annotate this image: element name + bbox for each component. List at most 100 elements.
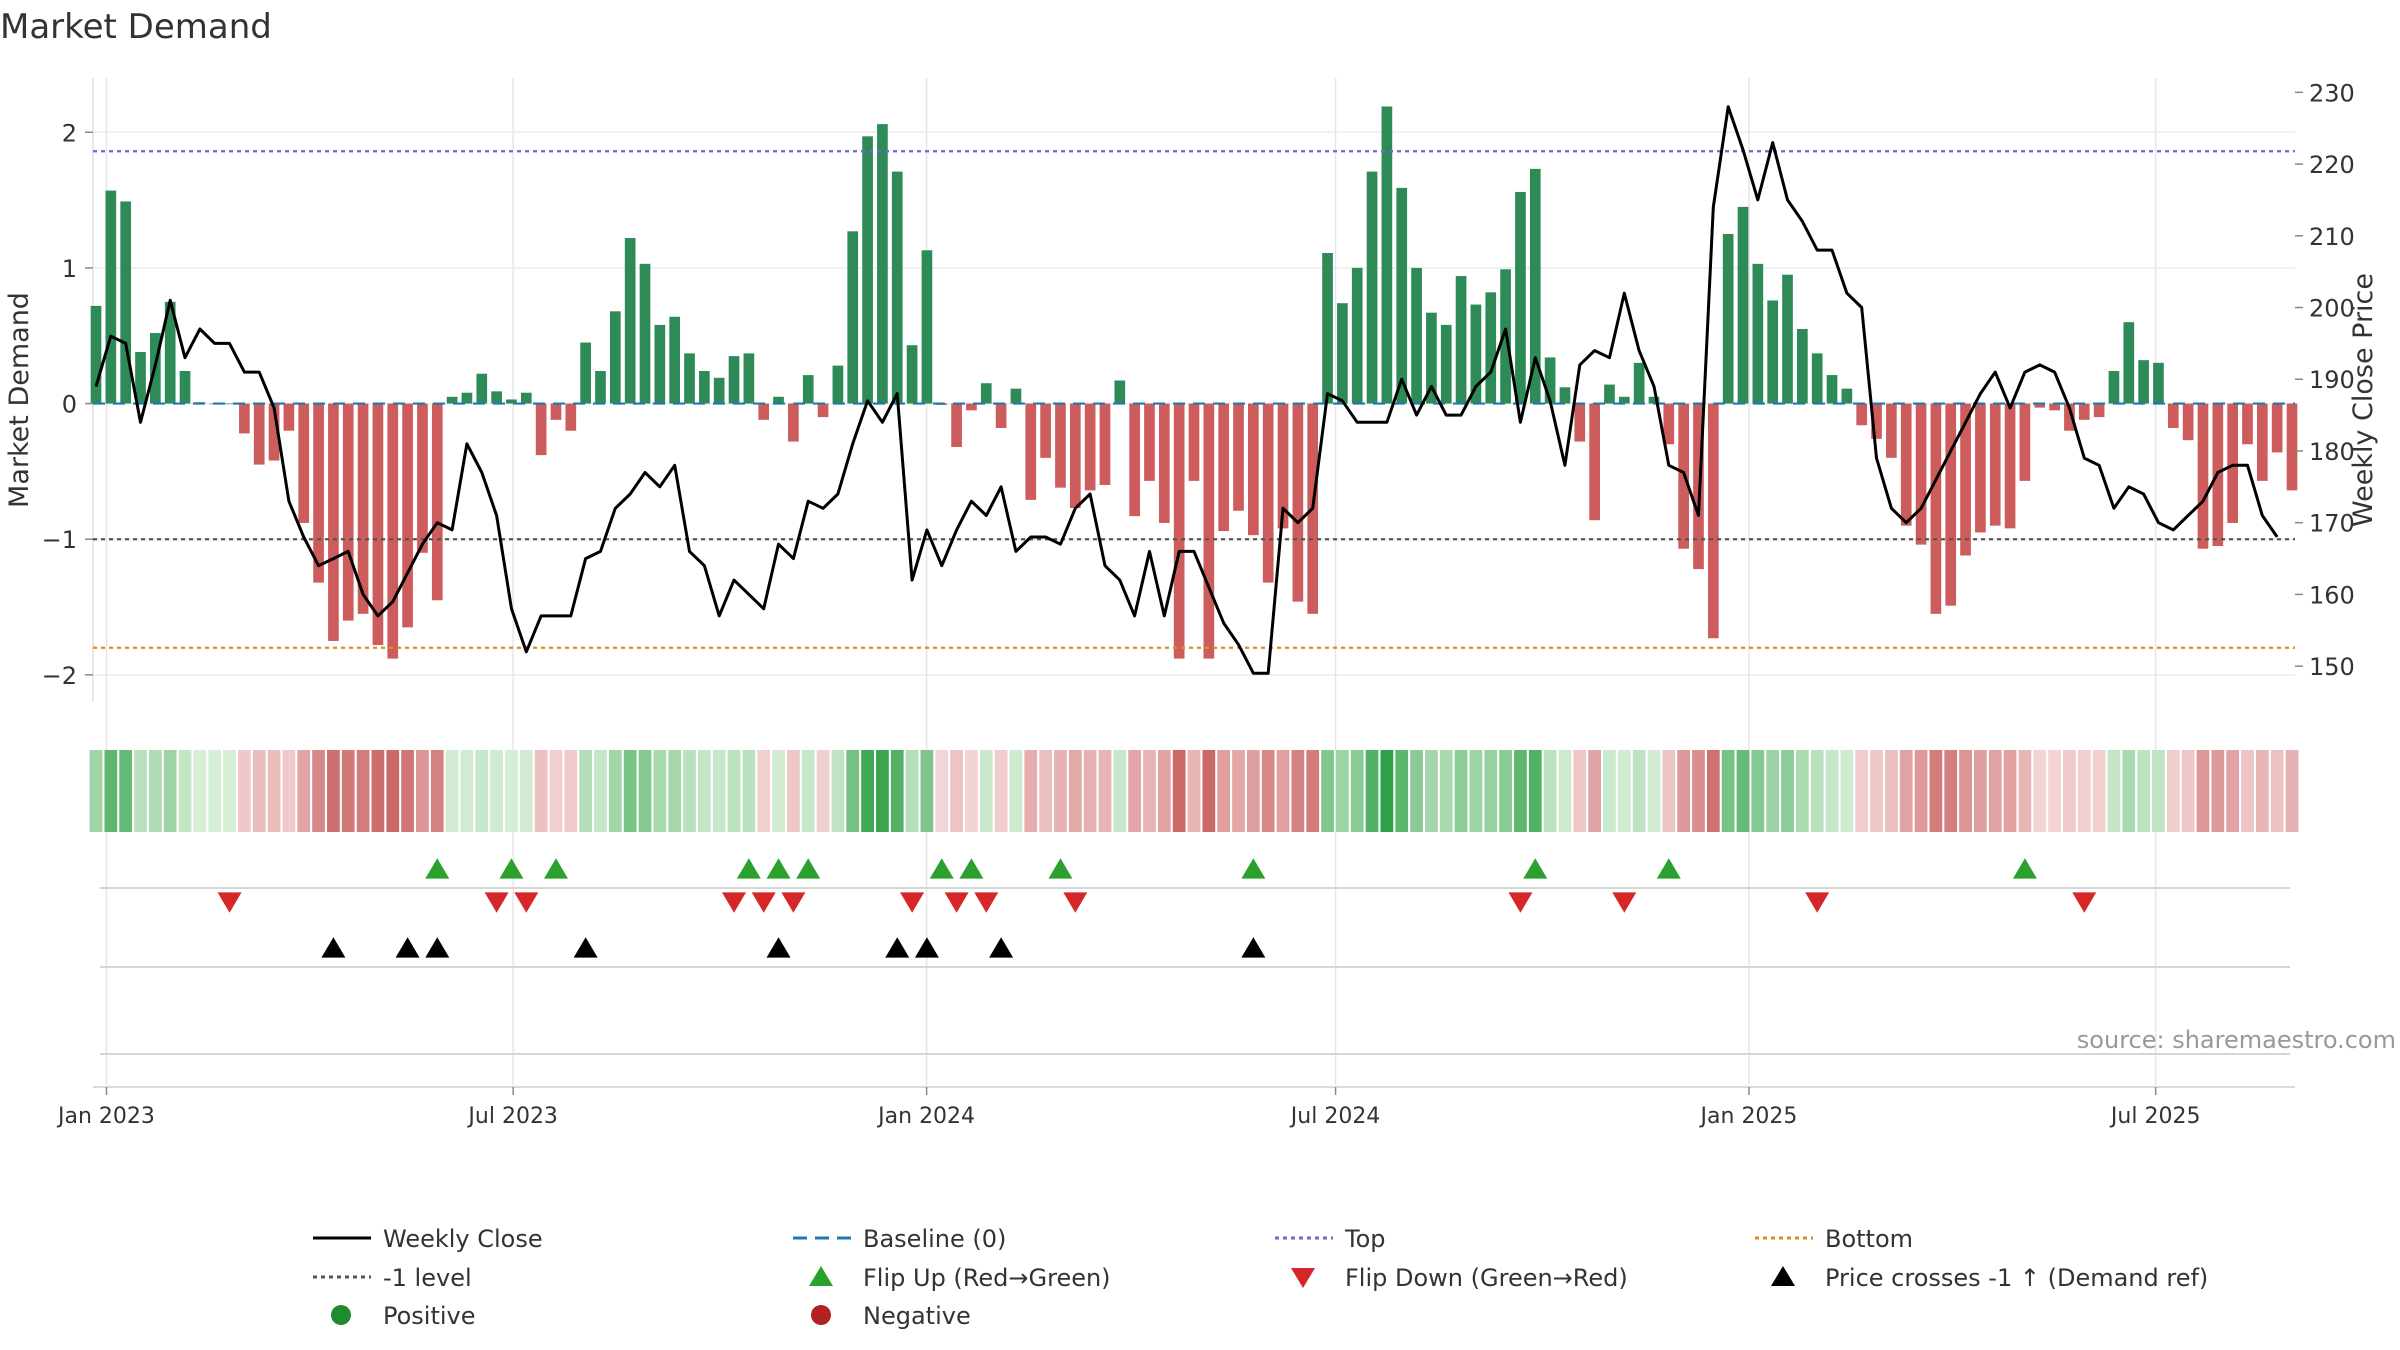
positive-demand-bar: [802, 375, 814, 404]
positive-demand-bar: [669, 316, 681, 404]
positive-demand-bar: [1322, 252, 1333, 404]
heat-cell: [579, 750, 593, 832]
heat-cell: [119, 750, 133, 832]
positive-demand-bar: [1648, 396, 1660, 404]
legend-label: -1 level: [383, 1264, 472, 1292]
heat-cell: [252, 750, 266, 832]
legend-label: Top: [1344, 1225, 1386, 1253]
legend-label: Price crosses -1 ↑ (Demand ref): [1825, 1264, 2208, 1292]
negative-demand-bar: [1262, 403, 1274, 583]
negative-demand-bar: [1589, 403, 1600, 521]
heat-cell: [89, 750, 103, 832]
heat-cell: [2003, 750, 2017, 832]
y2-tick-label: 160: [2309, 581, 2355, 609]
heat-cell: [1677, 750, 1691, 832]
chart-title: Market Demand: [0, 7, 272, 47]
heat-cell: [178, 750, 192, 832]
heat-cell: [1528, 750, 1542, 832]
heat-cell: [460, 750, 474, 832]
y-tick-label: 0: [62, 391, 77, 419]
heat-cell: [742, 750, 756, 832]
legend-swatch: [1291, 1268, 1315, 1288]
heat-cell: [1974, 750, 1987, 832]
negative-demand-bar: [313, 403, 324, 583]
legend-swatch: [331, 1305, 351, 1325]
positive-demand-bar: [1604, 384, 1615, 404]
heat-cell: [801, 750, 815, 832]
heat-cell: [1573, 750, 1587, 832]
negative-demand-bar: [253, 403, 265, 465]
heat-cell: [1810, 750, 1824, 832]
flip-up-marker: [1048, 858, 1073, 879]
heat-cell: [1276, 750, 1290, 832]
heat-cell: [683, 750, 696, 832]
heat-cell: [1662, 750, 1676, 832]
price-cross-marker: [395, 937, 420, 958]
positive-demand-bar: [476, 373, 488, 404]
negative-demand-bar: [1707, 403, 1719, 639]
flip-down-marker: [722, 892, 747, 913]
heat-cell: [1439, 750, 1453, 832]
negative-demand-bar: [1025, 403, 1037, 500]
heat-cell: [1172, 750, 1186, 832]
heat-cell: [327, 750, 340, 832]
heat-cell: [1335, 750, 1349, 832]
negative-demand-bar: [2197, 403, 2209, 549]
flip-up-marker: [929, 858, 954, 879]
positive-demand-bar: [699, 371, 710, 404]
negative-demand-bar: [372, 403, 384, 646]
heat-cell: [1410, 750, 1423, 832]
negative-demand-bar: [431, 403, 443, 601]
flip-up-marker: [2012, 858, 2037, 879]
legend-label: Flip Down (Green→Red): [1345, 1264, 1628, 1292]
heat-cell: [519, 750, 533, 832]
negative-demand-bar: [1188, 403, 1200, 481]
heat-cell: [1899, 750, 1913, 832]
heat-cell: [1766, 750, 1780, 832]
heat-cell: [148, 750, 162, 832]
negative-demand-bar: [357, 403, 369, 614]
negative-demand-bar: [2167, 403, 2179, 428]
x-tick-label: Jan 2024: [876, 1104, 975, 1129]
heat-cell: [1781, 750, 1794, 832]
heat-cell: [1617, 750, 1631, 832]
positive-demand-bar: [446, 396, 458, 404]
heat-cell: [1009, 750, 1023, 832]
flip-down-marker: [1508, 892, 1533, 913]
heat-cell: [134, 750, 147, 832]
positive-demand-bar: [1797, 328, 1808, 404]
signal-markers: [100, 858, 2290, 1055]
negative-demand-bar: [417, 403, 428, 553]
negative-demand-bar: [2256, 403, 2268, 481]
legend-label: Flip Up (Red→Green): [863, 1264, 1111, 1292]
negative-demand-bar: [1960, 403, 1971, 556]
y2-axis-ticks: 150 160 170 180 190 200 210 220 230: [2295, 79, 2355, 681]
heat-cell: [994, 750, 1008, 832]
heat-cell: [831, 750, 845, 832]
heat-cell: [1350, 750, 1364, 832]
y-tick-label: −1: [42, 526, 77, 554]
y-tick-label: −2: [42, 662, 77, 690]
heat-cell: [2018, 750, 2032, 832]
positive-demand-bar: [1782, 274, 1793, 404]
legend-swatch: [809, 1266, 833, 1286]
positive-demand-bar: [1470, 304, 1482, 404]
flip-up-marker: [766, 858, 791, 879]
heat-cell: [193, 750, 207, 832]
heat-cell: [1246, 750, 1260, 832]
flip-down-marker: [1612, 892, 1637, 913]
positive-demand-bar: [1455, 276, 1467, 404]
heat-cell: [1558, 750, 1572, 832]
positive-demand-bar: [1366, 171, 1378, 404]
heat-cell: [1514, 750, 1527, 832]
heat-cell: [1870, 750, 1883, 832]
negative-demand-bar: [1084, 403, 1096, 491]
positive-demand-bar: [164, 301, 176, 404]
heat-cell: [1291, 750, 1305, 832]
positive-demand-bar: [1396, 187, 1408, 404]
y-tick-label: 1: [62, 255, 77, 283]
flip-down-marker: [751, 892, 776, 913]
negative-demand-bar: [966, 403, 977, 411]
negative-demand-bar: [298, 403, 310, 523]
